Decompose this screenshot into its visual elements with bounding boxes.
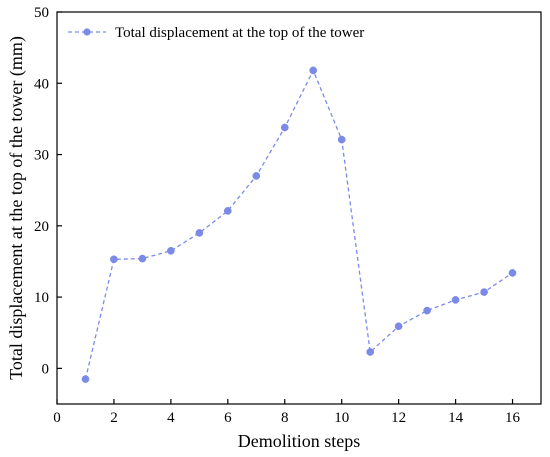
data-point xyxy=(138,254,147,263)
axes-group xyxy=(56,11,542,405)
x-tick-label: 4 xyxy=(167,410,175,426)
x-tick-label: 14 xyxy=(448,410,464,426)
data-point xyxy=(366,348,375,356)
ticks-group: 0 2 4 6 8 10 12 14 16 0 10 20 30 40 50 xyxy=(34,5,521,426)
x-tick-label: 6 xyxy=(224,410,232,426)
data-point xyxy=(337,135,346,144)
legend-label: Total displacement at the top of the tow… xyxy=(115,25,364,41)
data-point xyxy=(195,229,204,237)
data-point xyxy=(280,123,289,132)
data-point xyxy=(110,255,118,264)
data-point xyxy=(81,375,90,383)
x-tick-label: 2 xyxy=(110,410,118,426)
y-tick-label: 50 xyxy=(34,5,49,21)
plot-frame xyxy=(56,11,542,405)
x-tick-label: 10 xyxy=(334,410,349,426)
y-tick-label: 20 xyxy=(34,219,49,235)
data-point xyxy=(451,296,460,304)
data-point xyxy=(252,172,261,180)
data-point xyxy=(394,322,403,331)
data-point xyxy=(167,246,175,255)
data-point xyxy=(423,306,431,315)
series-group xyxy=(81,66,517,383)
y-tick-label: 40 xyxy=(34,76,49,92)
data-point xyxy=(309,66,318,75)
x-axis-label: Demolition steps xyxy=(238,431,361,451)
series-line xyxy=(84,68,513,380)
data-point xyxy=(223,207,232,215)
x-tick-label: 0 xyxy=(53,410,61,426)
data-point xyxy=(480,288,488,296)
data-point xyxy=(508,269,517,277)
legend-marker xyxy=(83,28,91,36)
y-tick-label: 10 xyxy=(34,290,49,306)
y-axis-label: Total displacement at the top of the tow… xyxy=(6,36,27,380)
x-tick-label: 16 xyxy=(505,410,521,426)
x-tick-label: 12 xyxy=(391,410,406,426)
y-tick-label: 30 xyxy=(34,148,49,164)
x-tick-label: 8 xyxy=(281,410,289,426)
y-tick-label: 0 xyxy=(42,361,50,377)
legend: Total displacement at the top of the tow… xyxy=(68,25,364,41)
